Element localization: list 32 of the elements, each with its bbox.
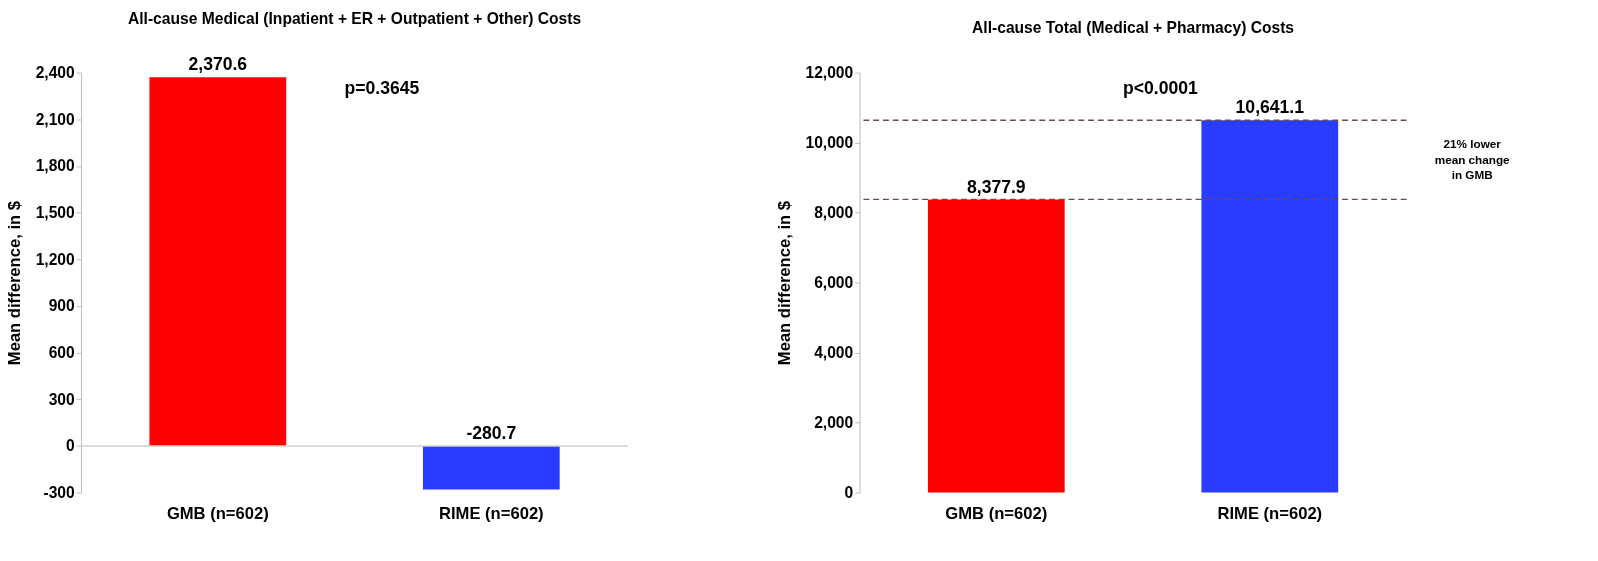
chart-title: All-cause Medical (Inpatient + ER + Outpatient + Other) Costs <box>127 10 582 28</box>
data-label: 10,641.1 <box>1235 97 1305 118</box>
x-tick-label: GMB (n=602) <box>166 504 269 524</box>
y-tick-label: 2,000 <box>814 413 854 431</box>
y-tick-label: 8,000 <box>814 203 854 221</box>
y-tick-label: 1,200 <box>35 250 76 268</box>
data-label: 2,370.6 <box>188 54 248 75</box>
y-tick-label: 2,400 <box>35 63 76 81</box>
x-tick-label: GMB (n=602) <box>945 504 1048 524</box>
y-tick-label: 4,000 <box>814 343 854 361</box>
annotation: p=0.3645 <box>344 78 420 99</box>
y-tick-label: 2,100 <box>35 110 76 128</box>
chart-title: All-cause Total (Medical + Pharmacy) Costs <box>972 18 1295 36</box>
x-tick-label: RIME (n=602) <box>438 504 544 524</box>
x-tick-label: RIME (n=602) <box>1217 504 1323 524</box>
y-tick-label: -300 <box>43 484 76 501</box>
y-axis-title: Mean difference, in $ <box>774 201 794 366</box>
y-tick-label: 1,800 <box>35 157 76 175</box>
y-tick-label: 0 <box>66 437 76 455</box>
data-label: -280.7 <box>466 423 517 444</box>
data-label: 8,377.9 <box>966 176 1026 197</box>
y-axis-title: Mean difference, in $ <box>4 201 24 366</box>
y-tick-label: 10,000 <box>805 133 854 151</box>
y-tick-label: 0 <box>844 484 854 501</box>
y-tick-label: 300 <box>48 390 76 408</box>
y-tick-label: 6,000 <box>814 273 854 291</box>
annotation: p<0.0001 <box>1123 78 1199 99</box>
y-tick-label: 1,500 <box>35 203 76 221</box>
y-tick-label: 600 <box>48 343 76 361</box>
y-tick-label: 12,000 <box>805 63 854 81</box>
text: 21% lower mean change in GMB <box>1434 136 1511 182</box>
y-tick-label: 900 <box>48 297 76 315</box>
